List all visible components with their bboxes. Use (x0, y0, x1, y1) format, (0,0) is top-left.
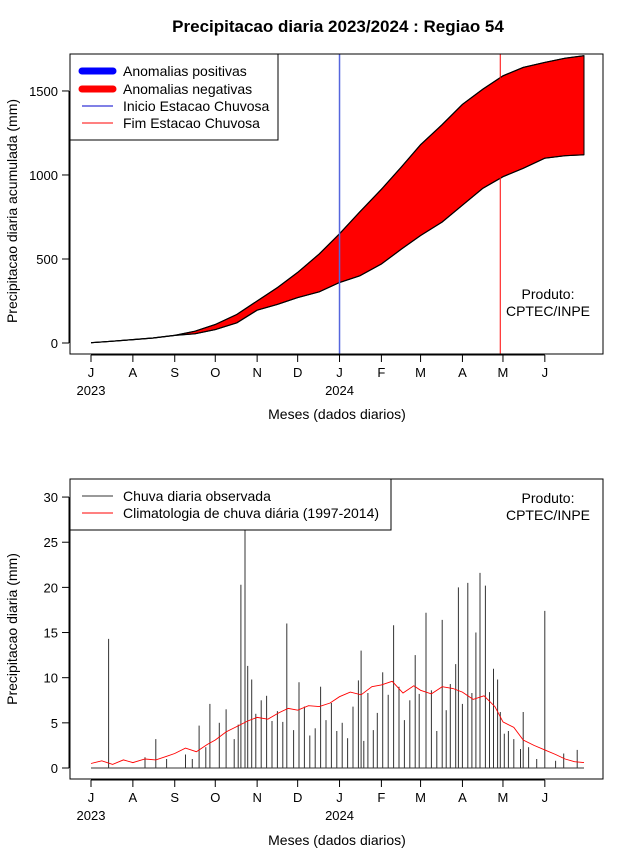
y-tick-label: 500 (36, 252, 58, 267)
x-tick-label: M (415, 790, 426, 805)
daily-rain-chart: J A S O N D J F M A M J 2023 2024 0 5 10 15 20 25 30 Meses … (4, 478, 604, 848)
x-tick-label: A (458, 365, 467, 380)
y-tick-label: 1000 (29, 168, 58, 183)
observed-rain-spikes (91, 519, 584, 769)
legend-item: Chuva diaria observada (82, 488, 271, 504)
chart-title: Precipitacao diaria 2023/2024 : Regiao 5… (172, 17, 504, 36)
y-tick-label: 5 (51, 716, 58, 731)
legend-label: Inicio Estacao Chuvosa (123, 98, 270, 114)
product-annotation-line2: CPTEC/INPE (506, 507, 590, 523)
legend-item: Anomalias positivas (78, 63, 247, 79)
legend: Chuva diaria observada Climatologia de c… (69, 478, 392, 531)
y-axis: 0 5 10 15 20 25 30 (44, 490, 70, 776)
y-axis: 0 500 1000 1500 (29, 84, 70, 351)
x-axis-label: Meses (dados diarios) (268, 832, 406, 848)
x-tick-label: F (377, 365, 385, 380)
y-axis-label: Precipitacao diaria (mm) (4, 553, 20, 705)
year-label: 2023 (77, 808, 106, 823)
x-tick-label: D (293, 365, 302, 380)
legend-label: Climatologia de chuva diária (1997-2014) (123, 505, 379, 521)
x-tick-label: A (458, 790, 467, 805)
legend-item: Climatologia de chuva diária (1997-2014) (82, 505, 379, 521)
y-tick-label: 25 (44, 535, 58, 550)
x-tick-label: F (377, 790, 385, 805)
x-tick-label: J (542, 790, 549, 805)
legend-item: Fim Estacao Chuvosa (82, 115, 260, 131)
year-label: 2024 (325, 383, 354, 398)
x-tick-label: O (210, 790, 220, 805)
legend-label: Chuva diaria observada (123, 488, 271, 504)
x-tick-label: A (129, 365, 138, 380)
x-tick-label: S (170, 365, 179, 380)
legend: Anomalias positivas Anomalias negativas … (69, 53, 279, 141)
x-tick-label: J (88, 365, 95, 380)
x-tick-label: D (293, 790, 302, 805)
climatology-line (90, 680, 585, 765)
x-tick-label: O (210, 365, 220, 380)
product-annotation-line1: Produto: (522, 286, 575, 302)
x-tick-label: J (88, 790, 95, 805)
x-tick-label: J (336, 790, 343, 805)
x-tick-label: J (542, 365, 549, 380)
y-tick-label: 10 (44, 671, 58, 686)
legend-item: Inicio Estacao Chuvosa (82, 98, 270, 114)
cumulative-chart: Precipitacao diaria 2023/2024 : Regiao 5… (4, 17, 604, 422)
product-annotation-line1: Produto: (522, 490, 575, 506)
year-label: 2024 (325, 808, 354, 823)
x-tick-label: M (498, 365, 509, 380)
y-tick-label: 15 (44, 626, 58, 641)
x-axis-label: Meses (dados diarios) (268, 406, 406, 422)
legend-label: Anomalias positivas (123, 63, 247, 79)
product-annotation-line2: CPTEC/INPE (506, 303, 590, 319)
y-axis-label: Precipitacao diaria acumulada (mm) (4, 99, 20, 323)
x-axis: J A S O N D J F M A M J 2023 2024 (77, 779, 549, 823)
x-tick-label: A (129, 790, 138, 805)
x-tick-label: M (415, 365, 426, 380)
y-tick-label: 30 (44, 490, 58, 505)
x-axis: J A S O N D J F M A M J 2023 2024 (77, 354, 549, 398)
x-tick-label: J (336, 365, 343, 380)
x-tick-label: N (252, 365, 261, 380)
legend-label: Anomalias negativas (123, 81, 252, 97)
x-tick-label: M (498, 790, 509, 805)
year-label: 2023 (77, 383, 106, 398)
y-tick-label: 0 (51, 761, 58, 776)
legend-label: Fim Estacao Chuvosa (123, 115, 260, 131)
legend-item: Anomalias negativas (78, 81, 252, 97)
y-tick-label: 20 (44, 580, 58, 595)
legend-box (69, 478, 392, 531)
y-tick-label: 0 (51, 336, 58, 351)
plot-frame (69, 53, 604, 355)
x-tick-label: S (170, 790, 179, 805)
y-tick-label: 1500 (29, 84, 58, 99)
x-tick-label: N (252, 790, 261, 805)
